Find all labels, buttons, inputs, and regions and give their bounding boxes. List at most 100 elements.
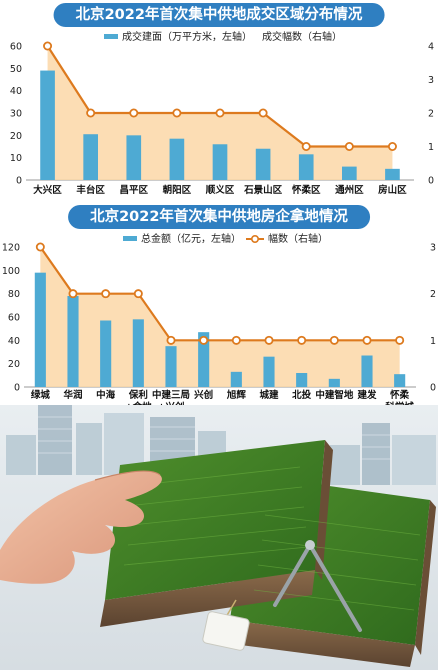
legend-line-label: 成交幅数（右轴） — [262, 30, 342, 43]
legend-bar-label: 总金额（亿元，左轴） — [141, 232, 241, 245]
line-point — [172, 108, 182, 118]
bar — [296, 373, 308, 387]
bar — [198, 332, 210, 387]
line-point — [264, 335, 274, 345]
line-area-fill — [40, 247, 400, 387]
y-left-tick-label: 60 — [10, 42, 22, 53]
land-plot-illustration — [0, 405, 438, 670]
compass-icon — [273, 543, 362, 632]
line-point — [35, 242, 45, 252]
price-tag-icon — [202, 599, 250, 651]
line-point — [329, 335, 339, 345]
y-left-tick-label: 30 — [10, 109, 22, 120]
line-point — [199, 335, 209, 345]
line-point — [86, 108, 96, 118]
line-point — [68, 289, 78, 299]
y-right-tick-label: 3 — [430, 243, 436, 254]
skyline-windows — [38, 416, 390, 460]
bar — [342, 166, 357, 180]
y-right-tick-label: 1 — [430, 336, 436, 347]
y-left-tick-label: 20 — [10, 131, 22, 142]
bar — [67, 296, 79, 387]
bar — [126, 135, 142, 180]
legend-bar-swatch — [104, 34, 118, 39]
x-category-label: 房山区 — [378, 184, 407, 196]
bar — [83, 134, 98, 180]
y-left-tick-label: 40 — [10, 86, 22, 97]
y-right-tick-label: 1 — [428, 142, 434, 153]
x-category-label: 兴创 — [194, 389, 213, 401]
x-category-label: 通州区 — [335, 185, 364, 196]
line-point — [43, 41, 53, 51]
x-category-label: 大兴区 — [33, 184, 62, 196]
y-left-tick-label: 120 — [2, 243, 20, 254]
x-category-label: 建发 — [356, 389, 377, 401]
x-category-label: 保利 — [128, 389, 148, 401]
y-left-tick-label: 100 — [2, 266, 20, 277]
x-category-label: 怀柔区 — [292, 184, 321, 196]
bar — [212, 144, 228, 180]
y-left-tick-label: 40 — [8, 336, 20, 347]
y-left-tick-label: 50 — [10, 64, 22, 75]
x-category-label: 顺义区 — [206, 184, 235, 196]
x-category-label: 怀柔 — [390, 389, 410, 401]
line-point — [297, 335, 307, 345]
line-point — [344, 141, 354, 151]
chart-district-distribution: 0 10 20 30 40 50 60 0 1 2 3 4 大兴区 丰台区 昌平区 朝阳区 顺义区 石景山区 怀柔区… — [10, 30, 434, 196]
bar — [361, 355, 373, 387]
bar — [255, 148, 271, 180]
y-right-tick-label: 0 — [428, 176, 434, 187]
x-category-label: 绿城 — [31, 389, 51, 401]
bar — [385, 168, 400, 180]
bar — [394, 374, 406, 387]
bar — [263, 356, 275, 387]
y-right-tick-label: 4 — [428, 42, 434, 53]
legend-line-marker — [251, 235, 260, 244]
bar — [230, 371, 242, 387]
y-right-tick-label: 2 — [428, 109, 434, 120]
y-right-tick-label: 0 — [430, 383, 436, 394]
line-point — [362, 335, 372, 345]
x-category-label: 朝阳区 — [163, 184, 192, 196]
bar — [165, 346, 177, 387]
chart2-title: 北京2022年首次集中供地房企拿地情况 — [68, 205, 370, 229]
series-line — [39, 246, 400, 342]
bar — [34, 272, 46, 387]
line-point — [133, 289, 143, 299]
line-point — [301, 141, 311, 151]
legend-bar-label: 成交建面（万平方米，左轴） — [122, 30, 252, 43]
line-point — [215, 108, 225, 118]
chart1-title: 北京2022年首次集中供地成交区域分布情况 — [53, 3, 385, 27]
x-category-label: 石景山区 — [243, 184, 283, 196]
x-category-label: 丰台区 — [76, 184, 105, 196]
line-point — [258, 108, 268, 118]
legend-line-label: 幅数（右轴） — [268, 232, 328, 245]
y-left-tick-label: 60 — [8, 313, 20, 324]
line-point — [166, 335, 176, 345]
bar — [100, 320, 112, 387]
x-category-label: 昌平区 — [120, 185, 149, 196]
hand-icon — [0, 470, 162, 584]
x-category-label: 北投 — [292, 389, 312, 401]
y-left-tick-label: 0 — [16, 176, 22, 187]
bar — [132, 319, 144, 387]
y-left-tick-label: 10 — [10, 153, 22, 164]
y-left-tick-label: 80 — [8, 289, 20, 300]
x-category-label: 中建三局 — [152, 389, 190, 401]
x-category-label: 华润 — [63, 389, 82, 401]
x-category-label: 旭辉 — [226, 389, 247, 401]
bar — [169, 138, 185, 180]
bar — [328, 378, 340, 387]
bar — [40, 70, 55, 180]
legend-bar-swatch — [123, 236, 137, 241]
bar — [298, 154, 314, 180]
x-category-label: 中海 — [96, 389, 116, 401]
y-left-tick-label: 20 — [8, 359, 20, 370]
x-category-label: 城建 — [259, 389, 279, 401]
x-category-label: 中建智地 — [315, 389, 354, 401]
line-point — [395, 335, 405, 345]
y-right-tick-label: 3 — [428, 75, 434, 86]
line-point — [101, 289, 111, 299]
line-point — [129, 108, 139, 118]
y-right-tick-label: 2 — [430, 289, 436, 300]
